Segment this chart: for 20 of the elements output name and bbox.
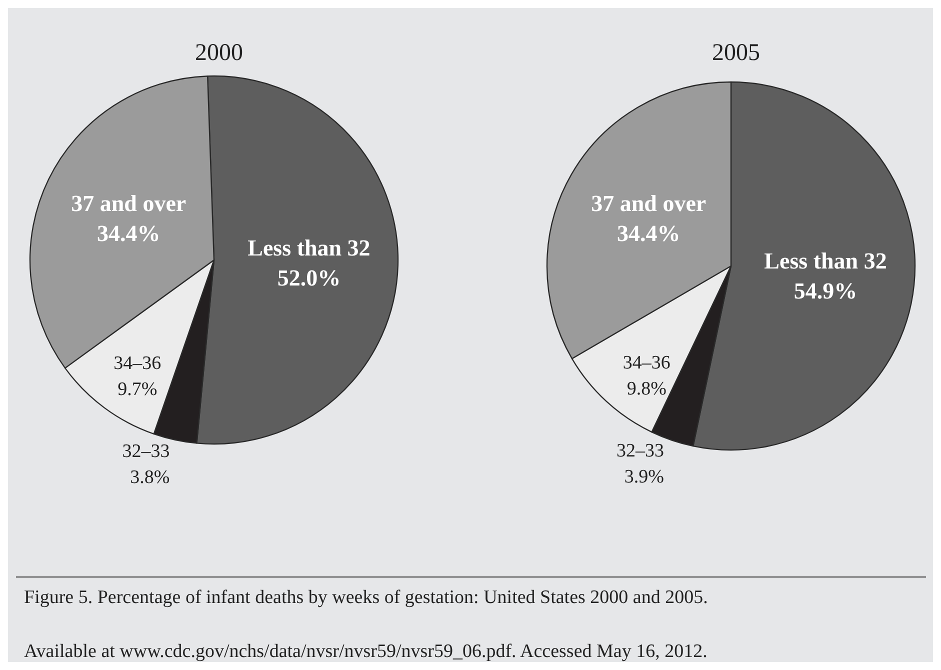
chart-title: 2005 [712, 40, 760, 66]
data-label: 34.4% [97, 220, 160, 246]
slice-label: 37 and over [71, 190, 186, 216]
slice-label: 34–36 [114, 352, 162, 374]
slice-label: 34–36 [622, 352, 670, 374]
data-label: 9.8% [626, 378, 667, 400]
data-label: 3.8% [130, 466, 170, 488]
data-label: 52.0% [277, 265, 341, 290]
chart-title: 2000 [195, 40, 243, 66]
slice-label: 32–33 [616, 440, 664, 462]
data-label: 34.4% [617, 221, 680, 246]
data-label: 54.9% [794, 278, 858, 304]
slice-label: Less than 32 [764, 248, 887, 274]
data-label: 3.9% [624, 466, 664, 488]
caption: Figure 5. Percentage of infant deaths by weeks of gestation: United States 2000 and 2005. [24, 587, 708, 608]
text: Available at www.cdc.gov/nchs/data/nvsr/nvsr59/nvsr59_06.pdf. Accessed May 16, 2012. [24, 641, 708, 662]
slice-label: 37 and over [591, 191, 706, 216]
data-label: 9.7% [118, 378, 158, 400]
slice-label: Less than 32 [248, 235, 370, 260]
slice-label: 32–33 [122, 440, 170, 462]
